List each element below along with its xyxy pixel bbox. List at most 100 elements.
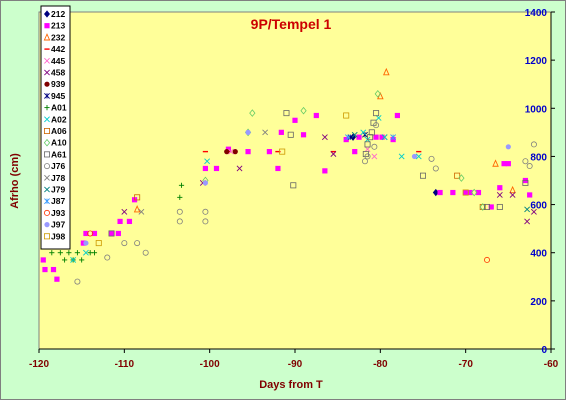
data-point-A61 (522, 179, 529, 186)
data-point-213 (343, 136, 349, 143)
data-point-A61 (290, 182, 297, 189)
legend-label-A61: A61 (51, 149, 67, 159)
data-point-A02 (83, 249, 89, 256)
x-tick-label: -110 (115, 359, 135, 370)
data-point-A01 (62, 257, 68, 263)
legend-label-458: 458 (51, 68, 65, 78)
data-point-458 (330, 151, 337, 157)
data-point-213 (213, 165, 220, 172)
x-axis-ticks: -120 -110 -100 -90 -80 -70 -60 (29, 349, 559, 370)
data-point-213 (108, 230, 115, 237)
data-point-213 (40, 257, 46, 263)
data-point-A01 (91, 250, 98, 256)
x-tick-label: -90 (288, 359, 303, 370)
data-point-213 (450, 189, 456, 196)
legend-marker-A06 (44, 128, 51, 135)
data-point-J76 (530, 141, 537, 148)
legend-marker-A61 (44, 151, 51, 158)
legend-box (40, 5, 71, 250)
data-point-232 (383, 67, 390, 76)
data-point-A06 (454, 172, 461, 179)
data-point-945 (362, 131, 368, 138)
legend-marker-232 (43, 33, 51, 41)
data-point-213 (497, 185, 503, 191)
legend-label-212: 212 (51, 9, 65, 19)
data-point-945 (347, 134, 354, 141)
x-axis-label: Days from T (259, 379, 323, 391)
data-point-A61 (283, 110, 290, 117)
data-point-213 (126, 218, 133, 225)
legend-label-232: 232 (51, 32, 65, 42)
data-point-939 (224, 149, 230, 155)
data-point-213 (50, 266, 57, 273)
data-point-939 (232, 149, 238, 155)
data-point-213 (117, 218, 123, 225)
legend-label-A02: A02 (51, 114, 67, 124)
data-point-213 (278, 129, 284, 135)
legend-label-J79: J79 (51, 185, 65, 195)
data-point-A06 (134, 194, 141, 201)
data-point-J76 (373, 122, 380, 129)
x-tick-label: -80 (373, 359, 388, 370)
y-tick-label: 400 (530, 249, 547, 260)
legend-label-A01: A01 (51, 103, 67, 113)
legend-marker-J79 (44, 186, 50, 193)
data-point-J76 (371, 143, 378, 150)
data-point-213 (300, 132, 307, 138)
data-point-J76 (202, 208, 209, 215)
data-point-213 (467, 189, 473, 196)
data-point-213 (352, 149, 358, 155)
data-point-A02 (398, 153, 405, 160)
data-point-A10 (374, 90, 381, 98)
data-point-213 (322, 168, 328, 174)
data-point-J76 (526, 163, 533, 170)
data-point-A10 (300, 106, 307, 115)
data-point-A61 (364, 141, 371, 148)
legend-label-945: 945 (51, 91, 65, 101)
legend-label-939: 939 (51, 79, 65, 89)
data-point-213 (42, 266, 48, 273)
data-point-J97 (411, 153, 418, 160)
data-point-J97 (245, 129, 251, 135)
legend-marker-J76 (44, 163, 51, 170)
data-point-445 (364, 146, 371, 153)
legend-label-J87: J87 (51, 196, 65, 206)
data-point-213 (501, 161, 507, 167)
data-point-213 (356, 134, 362, 140)
data-point-A61 (287, 131, 294, 138)
data-point-J98 (343, 112, 350, 119)
data-point-213 (527, 192, 533, 198)
legend-label-442: 442 (51, 44, 65, 54)
data-point-213 (463, 189, 469, 196)
data-point-J79 (351, 131, 358, 138)
chart-title: 9P/Tempel 1 (251, 16, 332, 32)
data-point-J76 (142, 249, 149, 256)
data-point-J76 (428, 155, 435, 162)
legend-marker-213 (44, 23, 50, 29)
data-point-213 (91, 230, 98, 237)
data-point-J97 (202, 180, 208, 186)
legend-label-445: 445 (51, 56, 65, 66)
data-point-J76 (104, 254, 111, 261)
data-point-A01 (79, 257, 85, 263)
data-points (40, 67, 537, 285)
data-point-213 (437, 189, 443, 196)
legend-marker-458 (44, 69, 50, 76)
legend-label-A06: A06 (51, 126, 67, 136)
data-point-232 (509, 185, 516, 194)
data-point-J97 (505, 144, 511, 150)
data-point-A10 (249, 109, 256, 117)
data-point-J76 (364, 153, 371, 160)
data-point-A61 (373, 110, 380, 117)
data-point-A02 (70, 257, 77, 263)
data-point-213 (475, 189, 482, 196)
y-tick-label: 1400 (525, 8, 548, 19)
legend-marker-J87 (44, 198, 50, 205)
data-point-J76 (176, 218, 183, 225)
data-point-A61 (108, 230, 115, 237)
data-point-213 (379, 134, 385, 140)
data-point-A01 (66, 250, 72, 256)
data-point-213 (115, 230, 121, 237)
